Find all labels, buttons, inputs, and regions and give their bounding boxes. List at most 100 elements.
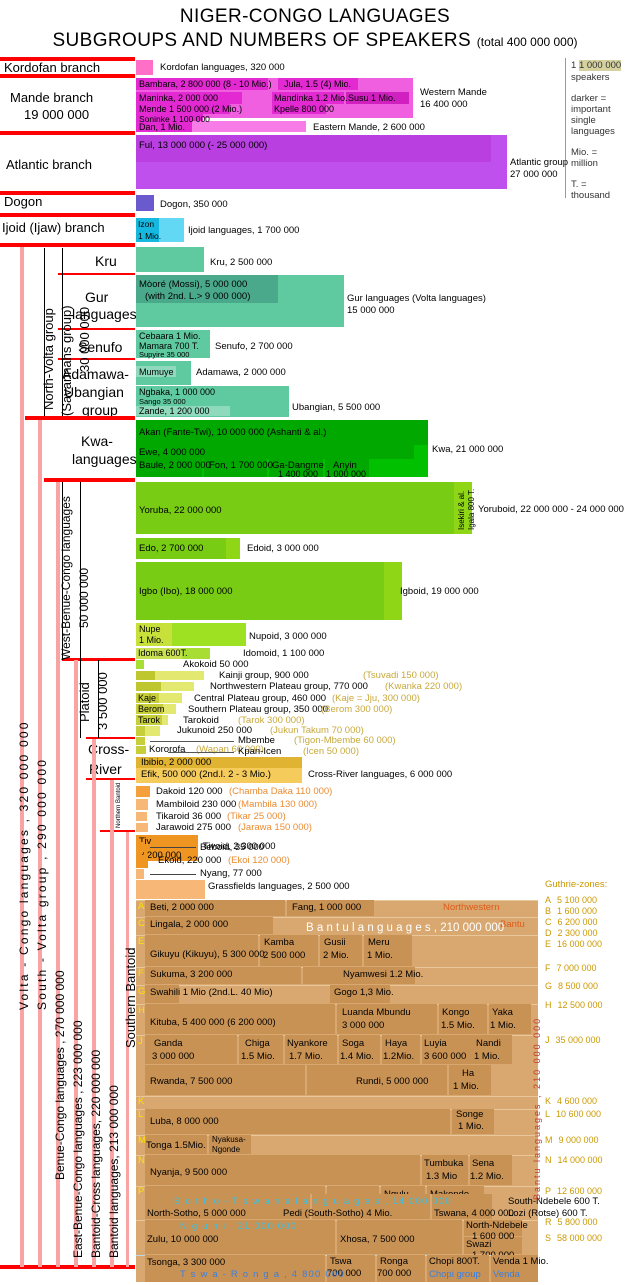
label-xhosa: Xhosa, 7 500 000: [340, 1234, 415, 1245]
label-venda-group: Venda: [493, 1269, 520, 1280]
label-gadangme: Ga-Dangme: [272, 460, 324, 471]
label-luanda: Luanda Mbundu: [342, 1007, 411, 1018]
rule-mande-bottom: [0, 131, 135, 135]
zone-letter-J: J: [138, 1036, 143, 1047]
page-title-line2: SUBGROUPS AND NUMBERS OF SPEAKERS (total…: [0, 30, 630, 52]
bar-senufo: [136, 330, 210, 358]
label-ful: Ful, 13 000 000 (- 25 000 000): [139, 140, 268, 151]
guthrie-zone-value: 12 500 000: [557, 1000, 603, 1010]
bar-fon: [204, 459, 267, 477]
branch-crossriver-2: River: [89, 761, 122, 777]
bar-north-sotho: [145, 1194, 310, 1219]
label-northwestern: Northwestern: [443, 902, 500, 913]
label-zulu: Zulu, 10 000 000: [147, 1234, 219, 1245]
label-isekiri: Isekiri & al.: [457, 490, 466, 530]
branch-atlantic: Atlantic branch: [6, 157, 92, 172]
label-nyanja: Nyanja, 9 500 000: [150, 1167, 228, 1178]
bar-ha: [449, 1065, 491, 1095]
label-sena: Sena: [472, 1158, 495, 1169]
bar-fang: [287, 900, 374, 916]
bar-soga: [339, 1035, 380, 1064]
bar-nyakusa: [209, 1135, 251, 1154]
guthrie-zone-letter: R: [545, 1217, 552, 1227]
guthrie-title: Guthrie-zones:: [545, 879, 608, 890]
bar-eastern-mande: [136, 121, 306, 132]
label-tikaroid: Tikaroid 36 000: [156, 811, 222, 822]
leader-beboid: [150, 847, 196, 848]
vlabel-platoid-count: 3 500 000: [95, 672, 110, 730]
label-nyakusa-2: Ngonde: [212, 1145, 241, 1154]
bar-jarawoid: [136, 823, 148, 832]
zone-letter-K: K: [138, 1096, 145, 1107]
vlabel-west-benue: West-Benue-Congo languages: [59, 496, 73, 660]
label-songe: Songe: [456, 1109, 484, 1120]
rule-northvolta-bottom: [25, 416, 135, 420]
bar-yaka: [489, 1004, 531, 1034]
bar-nwplateau-dark: [136, 682, 161, 691]
guthrie-zone-letter: S: [545, 1233, 552, 1243]
guthrie-zone-letter: L: [545, 1109, 551, 1119]
label-nyankore-count: 1.7 Mio.: [289, 1051, 323, 1062]
guthrie-row: A 5 100 000: [545, 895, 597, 906]
label-kororofa: Kororofa: [149, 744, 186, 755]
label-akan: Akan (Fante-Twi), 10 000 000 (Ashanti & …: [139, 427, 327, 438]
label-north-ndebele: North-Ndebele: [466, 1220, 528, 1231]
branch-adamawa-1: Adamawa-: [62, 366, 129, 382]
bar-tswa: [327, 1255, 375, 1282]
label-gikuyu: Gikuyu (Kikuyu), 5 300 000: [150, 949, 265, 960]
vlabel-bantoid: Bantoid languages, 213 000 000: [107, 1085, 121, 1258]
label-nupe: Nupe: [139, 624, 161, 634]
bar-sena: [470, 1155, 512, 1185]
label-rundi: Rundi, 5 000 000: [356, 1076, 429, 1087]
label-rwanda: Rwanda, 7 500 000: [150, 1076, 233, 1087]
bar-ibibio: [136, 757, 302, 768]
branch-gur-2: languages: [72, 306, 137, 322]
zone-letter-N: N: [138, 1155, 145, 1166]
bar-kru: [136, 247, 204, 272]
branch-crossriver-1: Cross-: [88, 741, 130, 757]
label-nguni: N g u n i , 21 000 000: [180, 1221, 298, 1232]
label-luba: Luba, 8 000 000: [150, 1116, 219, 1127]
label-kainji: Kainji group, 900 000: [219, 670, 309, 681]
label-luanda-count: 3 000 000: [342, 1020, 385, 1031]
legend-darker-1: darker =: [571, 93, 607, 104]
rail-bantoid: [110, 780, 114, 1267]
label-moore-1: Mòoré (Mossi), 5 000 000: [139, 279, 248, 290]
label-nwplateau-sub: (Kwanka 220 000): [385, 681, 463, 692]
bar-anyin: [325, 459, 369, 477]
label-kaje-chip: Kaje: [138, 693, 157, 703]
bar-tsonga: [145, 1255, 325, 1282]
bar-chiga: [239, 1035, 283, 1064]
bar-ekoid: [136, 855, 148, 868]
guthrie-row: G 8 500 000: [545, 981, 598, 992]
rail-south-volta: [38, 420, 42, 1267]
label-nandi-count: 1 Mio.: [474, 1051, 500, 1062]
label-tarokoid: Tarokoid: [183, 715, 219, 726]
bar-mambiloid: [136, 799, 148, 810]
label-soga: Soga: [342, 1038, 365, 1049]
bar-susu: [346, 92, 409, 104]
label-ekoid: Ekoid, 220 000: [158, 855, 222, 866]
label-splateau: Southern Plateau group, 350 000: [188, 704, 328, 715]
guthrie-row: K 4 600 000: [545, 1096, 597, 1107]
bar-kainji: [136, 671, 204, 680]
rule-nbantoid-bottom: [100, 830, 135, 832]
guthrie-zone-letter: M: [545, 1135, 553, 1145]
label-tarok-chip: Tarok: [138, 715, 161, 725]
label-bantu-word: Bantu: [500, 919, 525, 930]
label-mumuye: Mumuye: [139, 367, 174, 377]
guthrie-zone-letter: F: [545, 963, 551, 973]
bar-gogo: [330, 985, 390, 1003]
rule-platoid-top: [62, 658, 135, 661]
guthrie-zone-letter: E: [545, 939, 552, 949]
label-tarokoid-sub: (Tarok 300 000): [238, 715, 305, 726]
label-gadangme-count: 1 400 000: [278, 469, 319, 479]
label-nupe-count: 1 Mio.: [139, 635, 164, 645]
vlabel-bantoid-cross: Bantoid-Cross languages, 220 000 000: [89, 1049, 103, 1258]
bar-tswana: [432, 1194, 492, 1219]
guthrie-row: P 12 600 000: [545, 1186, 602, 1197]
label-ewe: Ewe, 4 000 000: [139, 447, 206, 458]
label-grassfields: Grassfields languages, 2 500 000: [208, 881, 350, 892]
label-pedi: Pedi (South-Sotho) 4 Mio.: [283, 1208, 393, 1219]
label-crossriver: Cross-River languages, 6 000 000: [308, 769, 453, 780]
